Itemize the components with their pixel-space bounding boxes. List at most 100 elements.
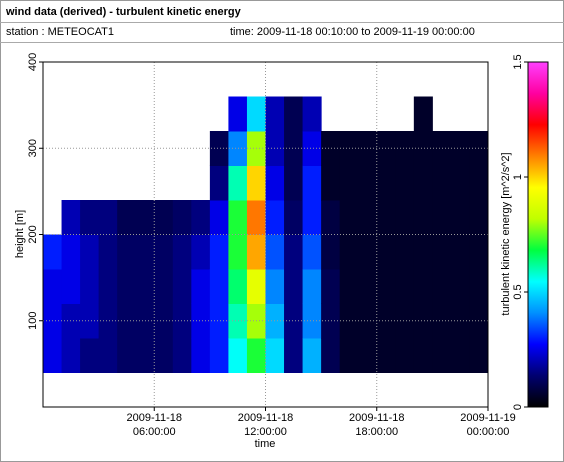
cell bbox=[432, 200, 452, 235]
cell bbox=[135, 269, 155, 304]
cell bbox=[228, 338, 248, 373]
cell bbox=[172, 269, 192, 304]
cell bbox=[302, 234, 322, 270]
cell bbox=[172, 338, 192, 373]
cell bbox=[339, 165, 359, 201]
cell bbox=[358, 269, 378, 304]
cell bbox=[376, 131, 396, 166]
cell bbox=[228, 269, 248, 304]
cell bbox=[469, 269, 489, 304]
cell bbox=[302, 200, 322, 235]
cell bbox=[117, 303, 137, 339]
cell bbox=[376, 200, 396, 235]
cell bbox=[432, 234, 452, 270]
cell bbox=[469, 165, 489, 201]
y-tick-label: 300 bbox=[27, 139, 39, 157]
cell bbox=[209, 234, 229, 270]
station: station : METEOCAT1 bbox=[6, 26, 114, 38]
cell bbox=[284, 131, 304, 166]
cell bbox=[284, 338, 304, 373]
cell bbox=[80, 269, 100, 304]
cell bbox=[80, 303, 100, 339]
cell bbox=[61, 338, 81, 373]
cell bbox=[395, 269, 415, 304]
cell bbox=[209, 269, 229, 304]
colorbar-tick-label: 1 bbox=[512, 174, 524, 180]
cell bbox=[376, 234, 396, 270]
cell bbox=[61, 303, 81, 339]
cell bbox=[432, 269, 452, 304]
cell bbox=[302, 131, 322, 166]
cell bbox=[246, 96, 266, 132]
cell bbox=[191, 200, 211, 235]
cell bbox=[98, 200, 118, 235]
x-tick-label: 2009-11-19 00:00:00 bbox=[460, 412, 516, 438]
cell bbox=[265, 338, 285, 373]
cell bbox=[321, 200, 341, 235]
cell bbox=[432, 303, 452, 339]
cell bbox=[339, 200, 359, 235]
cell bbox=[339, 234, 359, 270]
cell bbox=[321, 165, 341, 201]
cell bbox=[395, 165, 415, 201]
cell bbox=[302, 96, 322, 132]
cell bbox=[284, 269, 304, 304]
cell bbox=[432, 165, 452, 201]
cell bbox=[339, 338, 359, 373]
cell bbox=[80, 234, 100, 270]
cell bbox=[172, 234, 192, 270]
cell bbox=[265, 131, 285, 166]
cell bbox=[265, 200, 285, 235]
cell bbox=[246, 165, 266, 201]
cell bbox=[98, 338, 118, 373]
cell bbox=[469, 338, 489, 373]
cell bbox=[98, 303, 118, 339]
cell bbox=[228, 165, 248, 201]
cell bbox=[376, 269, 396, 304]
y-tick-label: 200 bbox=[27, 225, 39, 243]
x-label: time bbox=[255, 438, 276, 450]
colorbar-label: turbulent kinetic energy [m^2/s^2] bbox=[500, 152, 512, 315]
cell bbox=[191, 234, 211, 270]
cell bbox=[450, 200, 470, 235]
colorbar-tick-label: 0.5 bbox=[512, 284, 524, 299]
cell bbox=[413, 131, 433, 166]
cell bbox=[358, 200, 378, 235]
cell bbox=[321, 234, 341, 270]
cell bbox=[302, 338, 322, 373]
cell bbox=[284, 303, 304, 339]
cell bbox=[191, 303, 211, 339]
cell bbox=[172, 200, 192, 235]
cell bbox=[284, 165, 304, 201]
cell bbox=[80, 200, 100, 235]
y-label: height [m] bbox=[14, 210, 26, 258]
cell bbox=[135, 338, 155, 373]
cell bbox=[61, 200, 81, 235]
title: wind data (derived) - turbulent kinetic … bbox=[5, 6, 242, 18]
cell bbox=[43, 234, 63, 270]
cell bbox=[154, 200, 174, 235]
cell bbox=[395, 200, 415, 235]
cell bbox=[154, 234, 174, 270]
cell bbox=[413, 303, 433, 339]
cell bbox=[43, 269, 63, 304]
cell bbox=[450, 234, 470, 270]
colorbar bbox=[527, 61, 549, 408]
cell bbox=[302, 269, 322, 304]
y-tick-label: 100 bbox=[27, 312, 39, 330]
colorbar-tick-label: 0 bbox=[512, 404, 524, 410]
cell bbox=[228, 96, 248, 132]
cell bbox=[284, 200, 304, 235]
colorbar-tick-label: 1.5 bbox=[512, 54, 524, 69]
cell bbox=[172, 303, 192, 339]
cell bbox=[80, 338, 100, 373]
cell bbox=[321, 131, 341, 166]
cell bbox=[413, 200, 433, 235]
cell bbox=[246, 269, 266, 304]
cell bbox=[61, 234, 81, 270]
cell bbox=[246, 338, 266, 373]
cell bbox=[154, 338, 174, 373]
cell bbox=[395, 303, 415, 339]
